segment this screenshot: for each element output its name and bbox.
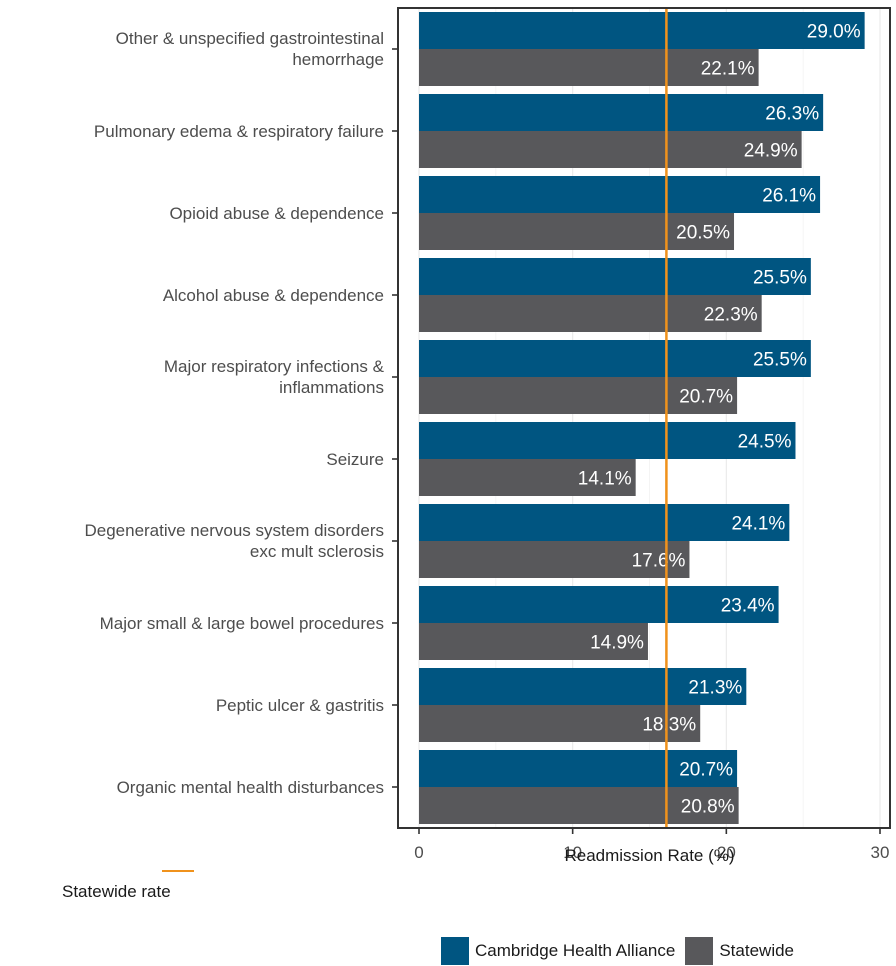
data-label-statewide: 14.9% xyxy=(590,633,644,654)
bar-statewide xyxy=(419,459,636,496)
category-label: Major respiratory infections & inflammat… xyxy=(163,357,384,397)
series-legend: Cambridge Health Alliance Statewide xyxy=(441,936,804,966)
bar-cambridge xyxy=(419,586,779,623)
bar-statewide xyxy=(419,295,762,332)
data-label-cambridge: 24.1% xyxy=(731,514,785,535)
data-label-statewide: 20.7% xyxy=(679,387,733,408)
data-label-cambridge: 25.5% xyxy=(753,268,807,289)
bar-statewide xyxy=(419,131,802,168)
bar-statewide xyxy=(419,623,648,660)
data-label-statewide: 20.8% xyxy=(681,797,735,818)
bar-statewide xyxy=(419,541,690,578)
category-label: Seizure xyxy=(326,449,384,469)
data-label-cambridge: 21.3% xyxy=(688,678,742,699)
bar-cambridge xyxy=(419,668,747,705)
category-label: Degenerative nervous system disorders ex… xyxy=(84,521,384,561)
category-label: Alcohol abuse & dependence xyxy=(162,285,384,305)
plot-border xyxy=(397,7,891,829)
x-tick-label: 20 xyxy=(717,843,736,862)
legend-label-statewide: Statewide xyxy=(719,941,795,960)
bar-cambridge xyxy=(419,94,824,131)
data-label-statewide: 17.6% xyxy=(632,551,686,572)
data-label-cambridge: 25.5% xyxy=(753,350,807,371)
category-label: Organic mental health disturbances xyxy=(116,777,384,797)
x-tick-label: 0 xyxy=(414,843,423,862)
data-label-statewide: 24.9% xyxy=(744,141,798,162)
category-label: Opioid abuse & dependence xyxy=(169,203,384,223)
category-label: Pulmonary edema & respiratory failure xyxy=(93,121,384,141)
x-tick-label: 30 xyxy=(871,843,890,862)
bar-cambridge xyxy=(419,12,865,49)
data-label-cambridge: 24.5% xyxy=(738,432,792,453)
legend-swatch-cambridge xyxy=(441,937,469,965)
data-label-statewide: 14.1% xyxy=(578,469,632,490)
bar-statewide xyxy=(419,377,738,414)
x-axis-title: Readmission Rate (%) xyxy=(564,846,734,865)
data-label-cambridge: 23.4% xyxy=(721,596,775,617)
category-label: Other & unspecified gastrointestinal hem… xyxy=(115,29,384,69)
data-label-cambridge: 26.3% xyxy=(765,104,819,125)
data-label-statewide: 20.5% xyxy=(676,223,730,244)
statewide-rate-legend-label: Statewide rate xyxy=(62,882,171,901)
bar-cambridge xyxy=(419,750,738,787)
bar-statewide xyxy=(419,705,701,742)
legend-swatch-statewide xyxy=(685,937,714,965)
x-tick-label: 10 xyxy=(563,843,582,862)
data-label-statewide: 18.3% xyxy=(642,715,696,736)
data-label-cambridge: 20.7% xyxy=(679,760,733,781)
category-label: Major small & large bowel procedures xyxy=(99,613,384,633)
bar-cambridge xyxy=(419,422,796,459)
statewide-rate-legend-line xyxy=(162,870,194,872)
bar-cambridge xyxy=(419,340,811,377)
data-label-cambridge: 26.1% xyxy=(762,186,816,207)
legend-label-cambridge: Cambridge Health Alliance xyxy=(475,941,676,960)
data-label-cambridge: 29.0% xyxy=(807,22,861,43)
statewide-rate-legend: Statewide rate xyxy=(62,868,202,908)
bar-cambridge xyxy=(419,504,790,541)
data-label-statewide: 22.1% xyxy=(701,59,755,80)
category-label: Peptic ulcer & gastritis xyxy=(215,695,384,715)
bar-cambridge xyxy=(419,258,811,295)
data-label-statewide: 22.3% xyxy=(704,305,758,326)
bar-statewide xyxy=(419,49,759,86)
bar-statewide xyxy=(419,787,739,824)
bar-statewide xyxy=(419,213,735,250)
bar-cambridge xyxy=(419,176,821,213)
